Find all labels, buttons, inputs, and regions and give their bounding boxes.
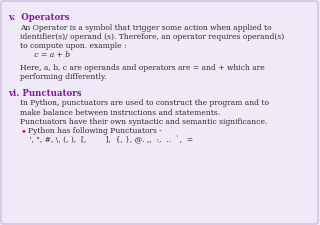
Text: c = a + b: c = a + b xyxy=(20,51,70,59)
Text: make balance between instructions and statements.: make balance between instructions and st… xyxy=(20,108,220,116)
Text: In Python, punctuators are used to construct the program and to: In Python, punctuators are used to const… xyxy=(20,99,269,107)
Text: vi. Punctuators: vi. Punctuators xyxy=(8,88,82,97)
Text: Here, a, b, c are operands and operators are = and + which are: Here, a, b, c are operands and operators… xyxy=(20,64,265,72)
Text: identifier(s)/ operand (s). Therefore, an operator requires operand(s): identifier(s)/ operand (s). Therefore, a… xyxy=(20,33,284,40)
FancyBboxPatch shape xyxy=(1,2,318,224)
Text: v.  Operators: v. Operators xyxy=(8,13,70,22)
Text: •: • xyxy=(20,127,26,135)
Text: ', ", #, \, (, ),  [,        ],  {, }, @. ,,  :,  ..  `,  =: ', ", #, \, (, ), [, ], {, }, @. ,, :, .… xyxy=(20,136,193,144)
Text: Punctuators have their own syntactic and semantic significance.: Punctuators have their own syntactic and… xyxy=(20,117,268,125)
Text: to compute upon. example :: to compute upon. example : xyxy=(20,42,127,50)
Text: performing differently.: performing differently. xyxy=(20,73,107,81)
Text: Python has following Punctuators -: Python has following Punctuators - xyxy=(28,127,162,135)
Text: An Operator is a symbol that trigger some action when applied to: An Operator is a symbol that trigger som… xyxy=(20,23,272,31)
